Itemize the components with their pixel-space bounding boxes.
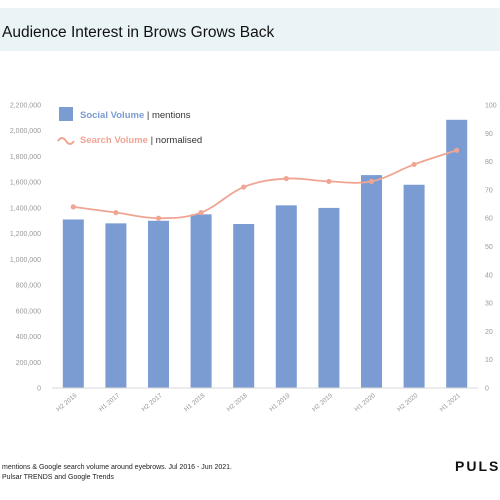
search-volume-point bbox=[326, 178, 332, 185]
source-note-line-1: mentions & Google search volume around e… bbox=[2, 464, 232, 471]
y-right-tick-label: 40 bbox=[485, 272, 493, 279]
search-volume-point bbox=[113, 209, 119, 216]
legend: Social Volume | mentions Search Volume | … bbox=[57, 107, 202, 146]
y-right-tick-label: 50 bbox=[485, 244, 493, 251]
title-bar bbox=[0, 8, 500, 51]
y-left-tick-label: 1,800,000 bbox=[10, 154, 41, 161]
x-tick-label: H2 2020 bbox=[396, 392, 420, 413]
search-volume-point bbox=[198, 209, 204, 216]
left-axis: 0 200,000 400,000 600,000 800,000 1,000,000 1,… bbox=[10, 103, 41, 393]
y-left-tick-label: 1,200,000 bbox=[10, 231, 41, 238]
search-volume-point bbox=[411, 161, 417, 168]
y-right-tick-label: 0 bbox=[485, 386, 489, 393]
y-left-tick-label: 600,000 bbox=[16, 308, 41, 315]
y-left-tick-label: 1,600,000 bbox=[10, 180, 41, 187]
y-left-tick-label: 1,000,000 bbox=[10, 257, 41, 264]
search-volume-point bbox=[454, 147, 460, 153]
social-volume-bar bbox=[275, 205, 297, 388]
pulsar-logo: PULSAR bbox=[455, 458, 500, 474]
legend-swatch-social bbox=[59, 107, 73, 121]
social-volume-bar bbox=[62, 219, 84, 388]
y-left-tick-label: 2,000,000 bbox=[10, 128, 41, 135]
right-axis: 0 10 20 30 40 50 60 70 80 90 100 bbox=[485, 103, 497, 393]
search-volume-point bbox=[70, 204, 76, 210]
social-volume-bars bbox=[62, 119, 468, 388]
y-left-tick-label: 0 bbox=[37, 386, 41, 393]
y-left-tick-label: 800,000 bbox=[16, 283, 41, 290]
y-right-tick-label: 70 bbox=[485, 187, 493, 194]
y-left-tick-label: 200,000 bbox=[16, 360, 41, 367]
y-left-tick-label: 1,400,000 bbox=[10, 205, 41, 212]
x-tick-label: H2 2016 bbox=[55, 392, 79, 413]
search-volume-point bbox=[283, 175, 289, 182]
y-right-tick-label: 100 bbox=[485, 103, 497, 110]
x-tick-label: H1 2020 bbox=[353, 392, 377, 413]
y-right-tick-label: 90 bbox=[485, 131, 493, 138]
search-volume-path bbox=[73, 149, 457, 220]
y-right-tick-label: 80 bbox=[485, 159, 493, 166]
search-volume-point bbox=[241, 184, 247, 190]
y-right-tick-label: 30 bbox=[485, 301, 493, 308]
social-volume-bar bbox=[446, 119, 468, 388]
search-volume-point bbox=[155, 215, 162, 221]
search-volume-line bbox=[70, 147, 460, 221]
x-tick-label: H2 2019 bbox=[311, 392, 335, 413]
y-right-tick-label: 20 bbox=[485, 329, 493, 336]
search-volume-point bbox=[368, 178, 375, 185]
y-left-tick-label: 400,000 bbox=[16, 334, 41, 341]
x-tick-label: H1 2018 bbox=[183, 392, 207, 413]
social-volume-bar bbox=[318, 207, 340, 388]
social-volume-bar bbox=[233, 223, 255, 388]
x-tick-label: H2 2018 bbox=[226, 392, 250, 413]
x-tick-label: H2 2017 bbox=[140, 392, 164, 413]
chart-title: Audience Interest in Brows Grows Back bbox=[2, 24, 275, 41]
y-right-tick-label: 60 bbox=[485, 216, 493, 223]
social-volume-bar bbox=[361, 175, 382, 388]
legend-label-social: Social Volume | mentions bbox=[80, 110, 191, 121]
legend-label-search: Search Volume | normalised bbox=[80, 135, 202, 146]
y-right-tick-label: 10 bbox=[485, 357, 493, 364]
x-tick-label: H1 2021 bbox=[439, 392, 463, 413]
x-axis: H2 2016 H1 2017 H2 2017 H1 2018 H2 2018 H1 20… bbox=[52, 387, 478, 413]
x-tick-label: H1 2017 bbox=[98, 392, 122, 413]
social-volume-bar bbox=[403, 184, 425, 388]
source-note-line-2: Pulsar TRENDS and Google Trends bbox=[2, 473, 114, 481]
social-volume-bar bbox=[190, 214, 212, 388]
source-note: mentions & Google search volume around e… bbox=[2, 463, 232, 482]
social-volume-bar bbox=[148, 220, 169, 388]
y-left-tick-label: 2,200,000 bbox=[10, 103, 41, 110]
x-tick-label: H1 2019 bbox=[268, 392, 292, 413]
legend-swatch-search bbox=[57, 137, 75, 145]
social-volume-bar bbox=[105, 223, 127, 388]
